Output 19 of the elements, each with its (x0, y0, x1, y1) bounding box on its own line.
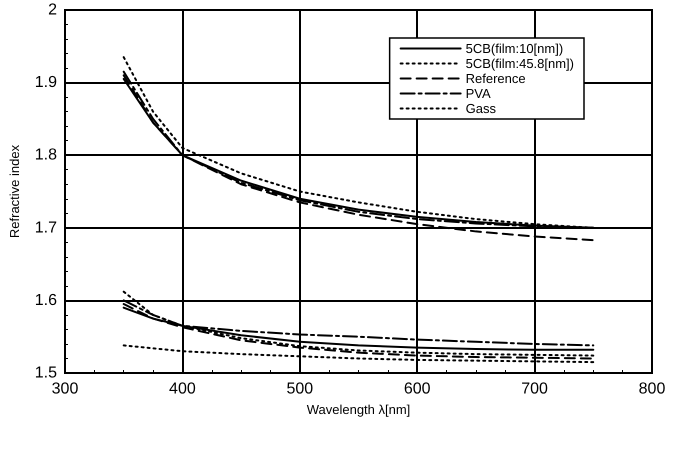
x-tick-label: 300 (52, 380, 78, 398)
legend-label: Reference (466, 71, 526, 86)
y-tick-label: 2 (48, 2, 58, 18)
y-tick-label: 1.5 (34, 364, 58, 382)
y-axis-title: Refractive index (7, 144, 22, 238)
y-tick-label: 1.9 (34, 74, 58, 92)
x-tick-label: 500 (286, 380, 314, 398)
y-tick-label: 1.7 (34, 219, 58, 236)
x-axis-title: Wavelength λ[nm] (306, 402, 410, 417)
legend-label: Gass (466, 101, 496, 116)
y-tick-label: 1.6 (34, 292, 58, 309)
legend-label: 5CB(film:45.8[nm]) (466, 56, 574, 71)
legend-label: PVA (466, 86, 492, 101)
x-tick-label: 400 (169, 380, 196, 398)
x-tick-label: 600 (404, 380, 431, 398)
legend-label: 5CB(film:10[nm]) (466, 41, 564, 56)
x-tick-label: 700 (521, 380, 548, 398)
y-tick-label: 1.8 (34, 146, 58, 164)
x-tick-label: 800 (638, 380, 666, 398)
